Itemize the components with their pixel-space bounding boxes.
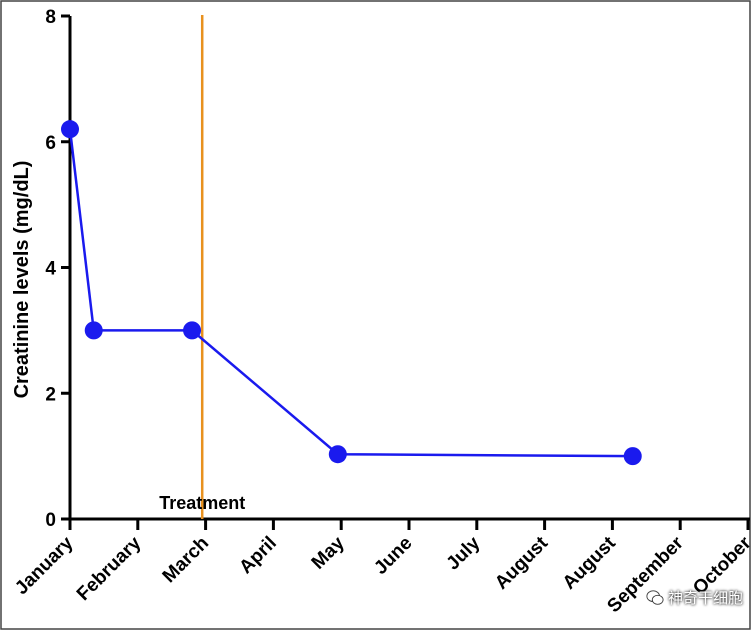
- series-line: [68, 129, 633, 458]
- y-axis: 0 2 4 6 8: [45, 7, 72, 531]
- treatment-label: Treatment: [159, 493, 245, 513]
- y-tick-label: 0: [45, 510, 56, 531]
- wechat-icon: [646, 589, 664, 605]
- x-tick-label: April: [235, 533, 280, 578]
- x-tick-label: July: [443, 532, 485, 574]
- watermark: 神奇干细胞: [646, 587, 743, 608]
- data-point: [61, 120, 79, 139]
- watermark-text: 神奇干细胞: [667, 589, 743, 607]
- y-tick-label: 6: [45, 133, 56, 154]
- series-layer: [61, 120, 642, 466]
- data-point: [84, 321, 103, 340]
- x-tick-label: June: [370, 533, 416, 579]
- x-tick-label: August: [559, 532, 621, 594]
- x-tick-label: March: [159, 533, 213, 587]
- x-tick-label: May: [308, 532, 349, 573]
- data-point: [183, 321, 202, 340]
- annotations: Treatment: [159, 15, 245, 519]
- x-tick-label: February: [73, 532, 146, 605]
- y-tick-label: 4: [45, 259, 56, 280]
- y-tick-label: 8: [45, 7, 56, 28]
- x-tick-label: January: [11, 532, 78, 599]
- y-axis-label: Creatinine levels (mg/dL): [11, 161, 33, 399]
- y-tick-label: 2: [45, 384, 56, 405]
- data-point: [623, 447, 642, 466]
- x-tick-label: August: [491, 532, 553, 594]
- data-point: [328, 445, 347, 464]
